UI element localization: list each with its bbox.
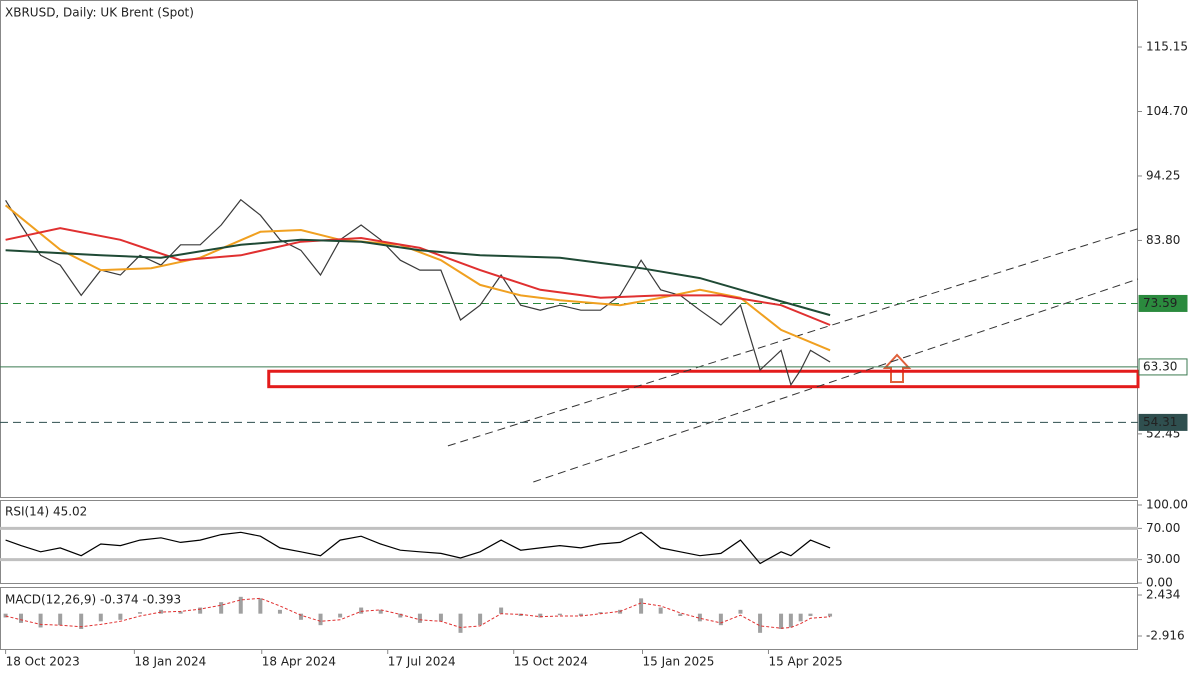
macd-bar <box>378 609 383 614</box>
series-line <box>5 227 831 326</box>
macd-bar <box>258 598 263 614</box>
macd-bar <box>779 613 784 629</box>
y-tick-label: 83.80 <box>1146 233 1180 247</box>
trend-line <box>533 278 1139 483</box>
x-tick-label: 18 Oct 2023 <box>6 655 80 669</box>
series-line <box>5 198 831 387</box>
macd-bar <box>458 613 463 633</box>
macd-bar <box>417 613 422 623</box>
rsi-panel-frame <box>0 500 1138 584</box>
macd-bar <box>499 607 504 614</box>
x-tick-label: 18 Jan 2024 <box>134 655 206 669</box>
up-arrow <box>882 353 912 383</box>
macd-bar <box>198 607 203 614</box>
y-tick-label: 104.70 <box>1146 104 1188 118</box>
macd-bar <box>58 613 63 626</box>
level-label: 73.59 <box>1143 296 1177 310</box>
series-line <box>5 238 831 317</box>
level-label-box <box>1138 413 1188 431</box>
macd-bar <box>598 612 603 614</box>
macd-bar <box>359 607 364 614</box>
macd-bar <box>98 613 103 622</box>
macd-bar <box>798 613 803 622</box>
macd-bar <box>398 613 403 618</box>
macd-title: MACD(12,26,9) -0.374 -0.393 <box>5 593 181 607</box>
macd-bar <box>137 612 142 614</box>
macd-bar <box>828 613 833 617</box>
level-label: 54.31 <box>1143 415 1177 429</box>
macd-bar <box>678 613 683 616</box>
y-tick-label: 0.00 <box>1146 576 1173 590</box>
y-tick-label: 100.00 <box>1146 498 1188 512</box>
macd-bar <box>478 613 483 626</box>
macd-bar <box>18 613 23 623</box>
x-tick-label: 17 Jul 2024 <box>388 655 456 669</box>
macd-bar <box>298 613 303 620</box>
trend-line <box>447 228 1139 447</box>
level-label: 63.30 <box>1143 359 1177 373</box>
macd-bar <box>808 613 813 616</box>
y-tick-label: 30.00 <box>1146 552 1180 566</box>
macd-bar <box>578 613 583 616</box>
x-tick-label: 15 Jan 2025 <box>642 655 714 669</box>
macd-bar <box>758 613 763 633</box>
x-tick-label: 15 Apr 2025 <box>768 655 842 669</box>
macd-bar <box>3 613 8 618</box>
macd-bar <box>118 613 123 620</box>
y-tick-label: 115.15 <box>1146 40 1188 54</box>
macd-bar <box>238 596 243 614</box>
macd-bar <box>538 613 543 618</box>
macd-bar <box>718 613 723 626</box>
macd-bar <box>219 602 224 614</box>
series-line <box>5 531 831 565</box>
macd-bar <box>697 613 702 622</box>
macd-bar <box>338 613 343 618</box>
macd-bar <box>788 613 793 628</box>
x-tick-label: 15 Oct 2024 <box>514 655 588 669</box>
series-line <box>4 204 831 352</box>
y-tick-label: 94.25 <box>1146 168 1180 182</box>
macd-bar <box>557 613 562 616</box>
macd-bar <box>639 598 644 614</box>
rsi-title: RSI(14) 45.02 <box>5 505 87 519</box>
macd-bar <box>318 613 323 626</box>
y-tick-label: -2.916 <box>1146 629 1185 643</box>
macd-bar <box>277 609 282 614</box>
chart-title: XBRUSD, Daily: UK Brent (Spot) <box>5 6 194 20</box>
macd-bar <box>178 611 183 614</box>
price-panel-frame <box>0 0 1138 498</box>
macd-bar <box>438 613 443 622</box>
macd-bar <box>738 609 743 614</box>
y-tick-label: 70.00 <box>1146 521 1180 535</box>
support-zone <box>267 369 1140 389</box>
macd-panel-frame <box>0 587 1138 650</box>
x-tick-label: 18 Apr 2024 <box>262 655 336 669</box>
level-label-box <box>1138 358 1188 376</box>
series-line <box>5 597 831 629</box>
macd-bar <box>658 607 663 614</box>
macd-bar <box>38 613 43 628</box>
y-tick-label: 2.434 <box>1146 588 1180 602</box>
macd-bar <box>79 613 84 629</box>
level-label-box <box>1138 294 1188 312</box>
